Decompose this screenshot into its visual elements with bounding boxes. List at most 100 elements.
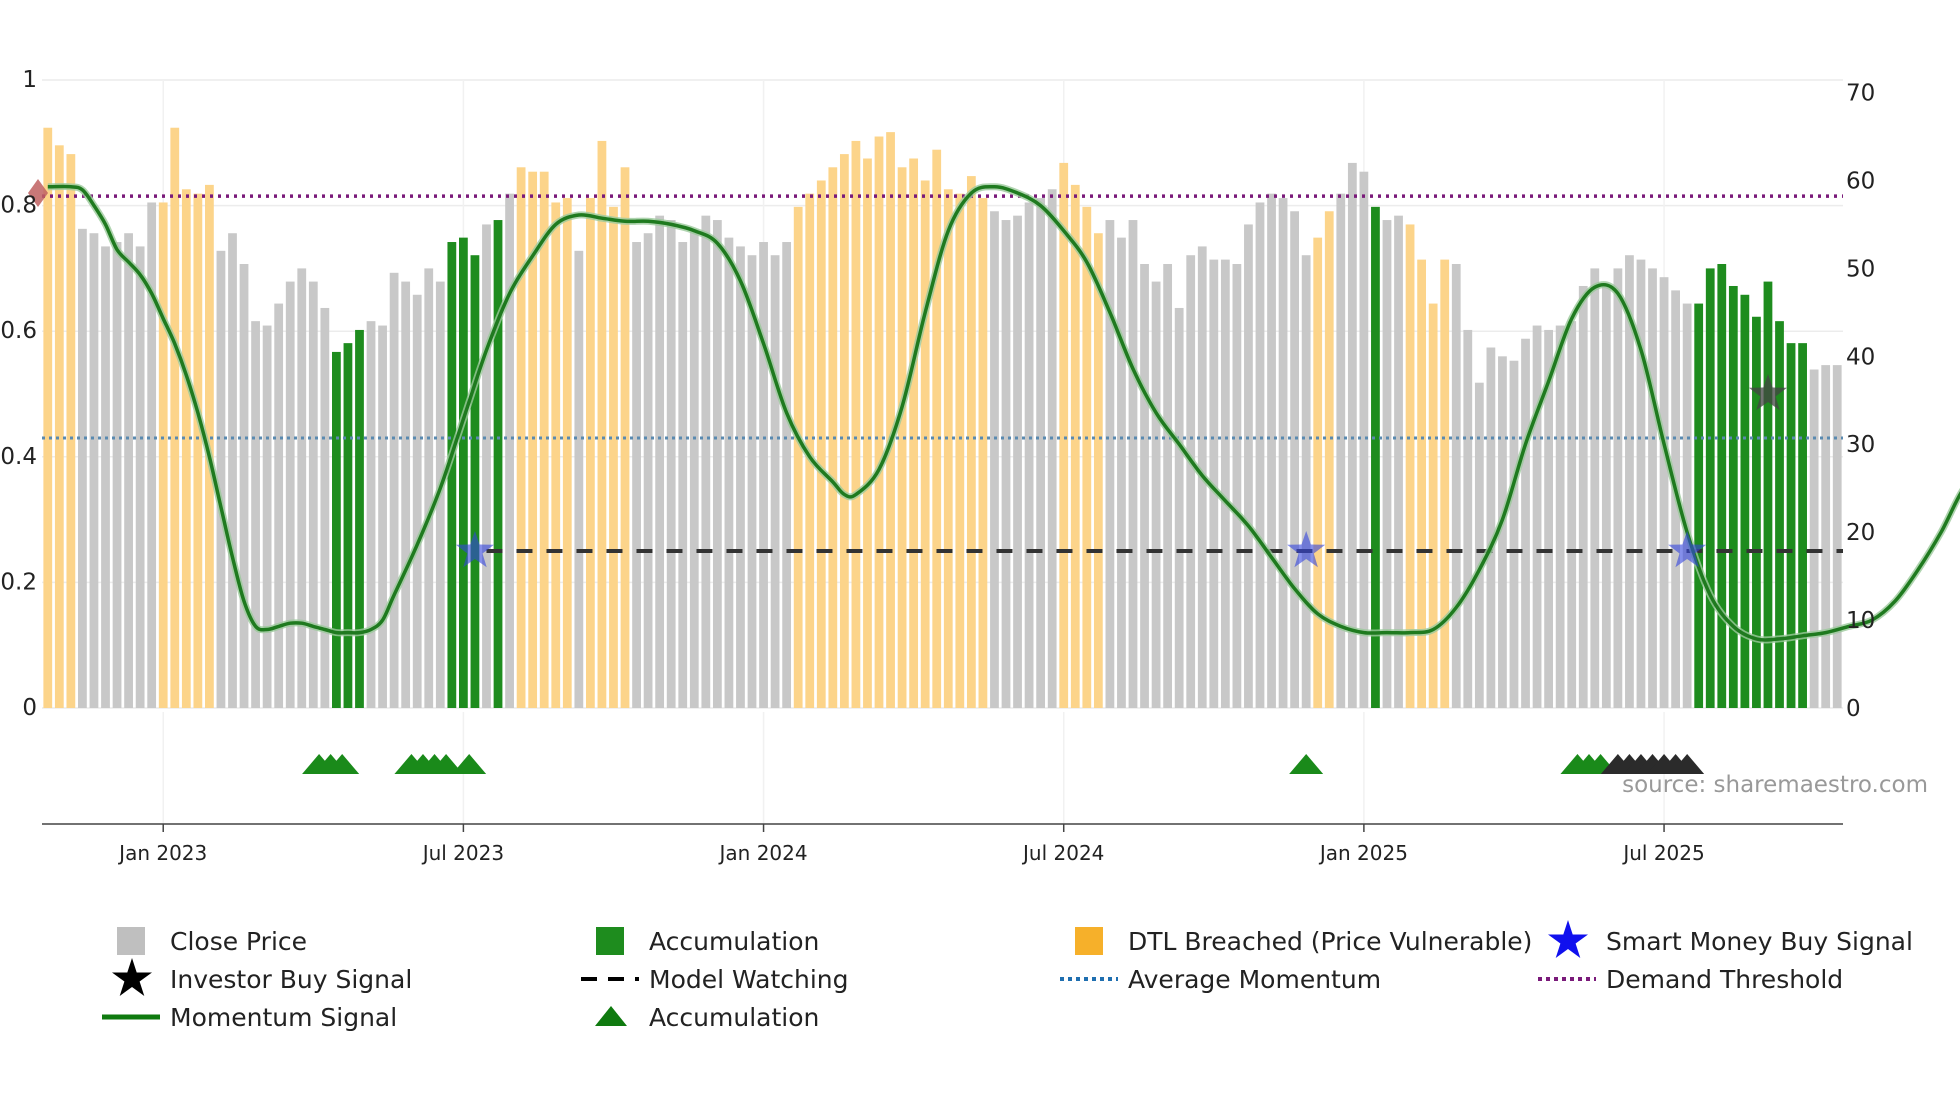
legend-smart-money-star-icon bbox=[1548, 920, 1588, 958]
close-price-bar bbox=[1567, 321, 1577, 708]
smart-money-buy-signal-star bbox=[1668, 531, 1707, 568]
y-right-tick-label: 40 bbox=[1846, 344, 1875, 370]
dtl-bar bbox=[828, 167, 838, 709]
close-price-bar bbox=[320, 307, 330, 708]
y-right-tick-label: 60 bbox=[1846, 168, 1875, 194]
momentum-signal-line bbox=[47, 184, 1960, 642]
close-price-bar bbox=[1301, 255, 1311, 708]
close-price-bar bbox=[505, 193, 514, 709]
dtl-bar bbox=[181, 189, 191, 709]
y-left-tick-label: 1 bbox=[22, 67, 37, 93]
accumulation-bar bbox=[355, 329, 364, 708]
close-price-bar bbox=[1278, 198, 1288, 708]
dtl-bar bbox=[816, 180, 826, 709]
legend-swatch-accumulation bbox=[596, 927, 624, 955]
close-price-bar bbox=[1359, 171, 1369, 709]
close-price-bar bbox=[1463, 329, 1473, 708]
investor-buy-signal-star bbox=[1748, 374, 1787, 411]
y-left-tick-label: 0 bbox=[22, 695, 37, 721]
close-price-bar bbox=[424, 268, 434, 708]
close-price-bar bbox=[759, 242, 768, 709]
close-price-bar bbox=[701, 215, 711, 708]
legend-swatch-dtl bbox=[1075, 927, 1103, 955]
close-price-bar bbox=[1613, 268, 1623, 708]
accumulation-bar bbox=[1763, 281, 1773, 708]
dtl-bar bbox=[66, 154, 76, 708]
legend-accumulation-triangle-icon bbox=[595, 1006, 627, 1026]
x-tick-label: Jul 2024 bbox=[1021, 841, 1104, 865]
accumulation-bar bbox=[1798, 343, 1807, 708]
legend: Close Price Accumulation DTL Breached (Pri… bbox=[102, 920, 1913, 1032]
close-price-bar bbox=[1590, 268, 1600, 708]
dtl-bar bbox=[43, 127, 53, 708]
accumulation-triangle bbox=[429, 754, 464, 774]
close-price-bar bbox=[1521, 338, 1530, 708]
legend-investor-star-icon bbox=[112, 958, 152, 996]
close-price-bar bbox=[1648, 268, 1657, 708]
close-price-bar bbox=[239, 264, 249, 708]
dtl-bar bbox=[1417, 259, 1426, 708]
close-price-bar bbox=[1105, 220, 1115, 708]
close-price-bar bbox=[574, 250, 584, 709]
close-price-bar bbox=[632, 242, 641, 709]
close-price-bar bbox=[1336, 193, 1346, 709]
close-price-bar bbox=[1544, 329, 1553, 708]
dtl-bar bbox=[909, 158, 919, 708]
dtl-bar bbox=[528, 171, 538, 709]
accumulation-bar bbox=[1728, 285, 1738, 708]
legend-label-dtl: DTL Breached (Price Vulnerable) bbox=[1128, 927, 1532, 956]
close-price-bar bbox=[401, 281, 411, 708]
close-price-bar bbox=[1128, 220, 1138, 708]
legend-label-close-price: Close Price bbox=[170, 927, 307, 956]
x-tick-label: Jan 2023 bbox=[117, 841, 207, 865]
accumulation-bar bbox=[1705, 268, 1715, 708]
dtl-bar bbox=[585, 198, 595, 708]
dtl-bar bbox=[886, 132, 895, 708]
close-price-bar bbox=[216, 250, 226, 709]
dtl-bar bbox=[863, 158, 872, 708]
dtl-bar bbox=[1405, 224, 1415, 708]
dtl-bar bbox=[562, 198, 572, 708]
smart-money-buy-signal-star bbox=[455, 531, 494, 568]
accumulation-markers-panel bbox=[302, 754, 1705, 774]
accumulation-bar bbox=[1775, 321, 1784, 708]
close-price-bar bbox=[1140, 264, 1149, 708]
close-price-bar bbox=[1174, 307, 1184, 708]
accumulation-bar bbox=[493, 220, 503, 708]
dtl-bar bbox=[158, 202, 168, 708]
smart-money-buy-signal-star bbox=[1287, 531, 1326, 568]
momentum-start-marker bbox=[28, 179, 48, 208]
close-price-bar bbox=[1186, 255, 1196, 708]
close-price-bar bbox=[1036, 198, 1046, 708]
close-price-bar bbox=[1382, 220, 1392, 708]
dtl-bar bbox=[978, 198, 988, 708]
y-right-tick-label: 70 bbox=[1846, 81, 1875, 107]
close-price-bar bbox=[1474, 382, 1484, 708]
close-price-bar bbox=[274, 303, 284, 708]
source-label: source: sharemaestro.com bbox=[1622, 772, 1928, 798]
y-right-tick-label: 0 bbox=[1846, 696, 1861, 722]
accumulation-triangle bbox=[325, 754, 360, 774]
close-price-bar bbox=[1024, 202, 1034, 708]
dtl-bar bbox=[516, 167, 526, 709]
close-price-bar bbox=[1682, 303, 1692, 708]
momentum-signal-series bbox=[28, 179, 1960, 644]
accumulation-bar bbox=[459, 237, 468, 709]
dtl-bar bbox=[1059, 162, 1069, 708]
close-price-bar bbox=[366, 321, 376, 708]
accumulation-triangle bbox=[452, 754, 487, 774]
close-price-bar bbox=[643, 233, 653, 708]
close-price-bar bbox=[262, 325, 272, 708]
legend-label-momentum-signal: Momentum Signal bbox=[170, 1003, 397, 1032]
dtl-bar bbox=[897, 167, 907, 709]
dtl-bar bbox=[1082, 206, 1092, 708]
close-price-bar bbox=[251, 321, 260, 708]
close-price-bar bbox=[285, 281, 295, 708]
close-price-bar bbox=[412, 294, 422, 708]
y-right-tick-label: 10 bbox=[1846, 608, 1875, 634]
close-price-bar bbox=[1220, 259, 1230, 708]
dtl-bar bbox=[1440, 259, 1450, 708]
close-price-bar bbox=[747, 255, 757, 708]
y-left-tick-label: 0.6 bbox=[0, 318, 37, 344]
